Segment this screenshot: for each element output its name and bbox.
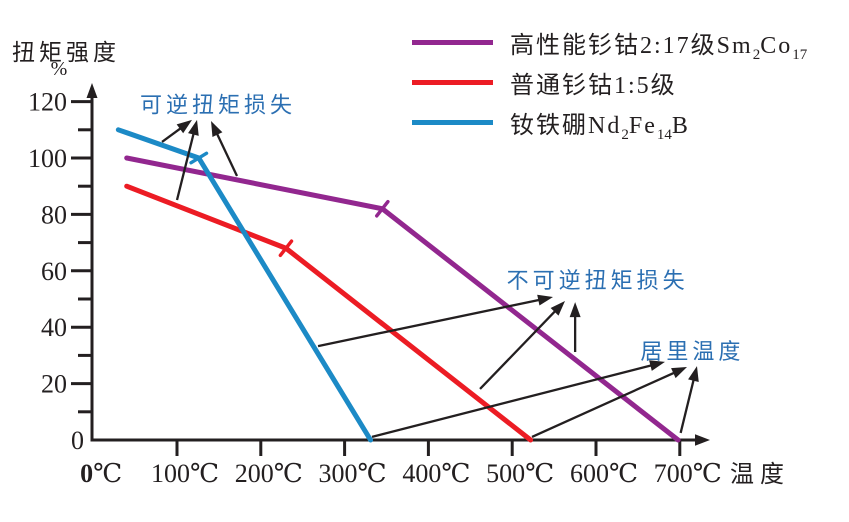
annotation-arrow-reversible-0-head-icon bbox=[176, 119, 193, 134]
annotation-arrow-irreversible-1-head-icon bbox=[550, 300, 565, 316]
annotation-arrow-reversible-2-line bbox=[215, 131, 239, 177]
y-tick-label: 20 bbox=[41, 370, 67, 399]
annotation-text-curie: 居里温度 bbox=[640, 339, 744, 364]
x-axis-arrow-icon bbox=[695, 434, 710, 446]
x-tick-label: 200℃ bbox=[235, 459, 303, 488]
annotation-text-reversible: 可逆扭矩损失 bbox=[140, 92, 296, 117]
legend-label-sm2co17: 高性能钐钴2:17级Sm2Co17 bbox=[510, 32, 808, 63]
series-knee-tick-2 bbox=[189, 151, 209, 165]
annotation-arrow-irreversible-2-head-icon bbox=[569, 302, 581, 318]
legend: 高性能钐钴2:17级Sm2Co17 普通钐钴1:5级 钕铁硼Nd2Fe14B bbox=[412, 0, 849, 142]
annotation-arrow-curie-1-line bbox=[531, 370, 677, 438]
x-tick-label: 0℃ bbox=[80, 459, 122, 488]
annotation-arrow-curie-0-head-icon bbox=[649, 360, 665, 371]
x-axis-title: 温度 bbox=[730, 461, 790, 488]
y-axis-arrow-icon bbox=[86, 83, 98, 98]
x-tick-label: 600℃ bbox=[570, 459, 638, 488]
x-tick-label: 100℃ bbox=[151, 459, 219, 488]
annotation-arrow-reversible-2-head-icon bbox=[211, 121, 223, 137]
x-tick-label: 400℃ bbox=[402, 459, 470, 488]
series-line-0 bbox=[124, 155, 681, 443]
annotation-arrow-irreversible-0-line bbox=[317, 298, 542, 348]
series-knee-tick-1 bbox=[278, 239, 294, 258]
x-tick-label: 500℃ bbox=[486, 459, 554, 488]
annotation-arrow-reversible-1-line bbox=[175, 131, 196, 201]
annotation-arrow-curie-0-line bbox=[371, 363, 654, 439]
annotation-arrow-irreversible-1-line bbox=[479, 308, 558, 390]
annotation-arrow-curie-2-line bbox=[679, 377, 696, 434]
series-knee-tick-0 bbox=[375, 199, 390, 218]
y-tick-label: 40 bbox=[41, 313, 67, 342]
annotation-arrow-irreversible-0-head-icon bbox=[537, 294, 554, 306]
legend-item-smco5: 普通钐钴1:5级 bbox=[412, 62, 849, 102]
annotation-arrow-reversible-1-head-icon bbox=[188, 119, 199, 136]
annotation-text-irreversible: 不可逆扭矩损失 bbox=[507, 268, 689, 293]
annotation-arrow-curie-1-head-icon bbox=[671, 366, 688, 379]
y-tick-label: 60 bbox=[41, 257, 67, 286]
y-tick-label: 80 bbox=[41, 200, 67, 229]
y-axis-title: 扭矩强度 bbox=[12, 40, 120, 65]
y-tick-label: 100 bbox=[28, 144, 67, 173]
y-tick-label: 120 bbox=[28, 88, 67, 117]
legend-item-sm2co17: 高性能钐钴2:17级Sm2Co17 bbox=[412, 22, 849, 62]
annotation-arrow-reversible-0-line bbox=[161, 126, 184, 143]
x-tick-label: 300℃ bbox=[319, 459, 387, 488]
legend-swatch-smco5 bbox=[412, 79, 493, 85]
legend-swatch-sm2co17 bbox=[412, 39, 493, 45]
legend-label-ndfeb: 钕铁硼Nd2Fe14B bbox=[510, 112, 690, 143]
legend-label-smco5: 普通钐钴1:5级 bbox=[510, 72, 677, 99]
legend-swatch-ndfeb bbox=[412, 119, 493, 125]
annotation-arrow-curie-2-head-icon bbox=[688, 366, 699, 382]
legend-item-ndfeb: 钕铁硼Nd2Fe14B bbox=[412, 102, 849, 142]
series-line-1 bbox=[124, 183, 534, 443]
x-tick-label: 700℃ bbox=[654, 459, 722, 488]
y-tick-label: 0 bbox=[71, 426, 84, 455]
y-axis-unit-label: % bbox=[50, 58, 68, 80]
